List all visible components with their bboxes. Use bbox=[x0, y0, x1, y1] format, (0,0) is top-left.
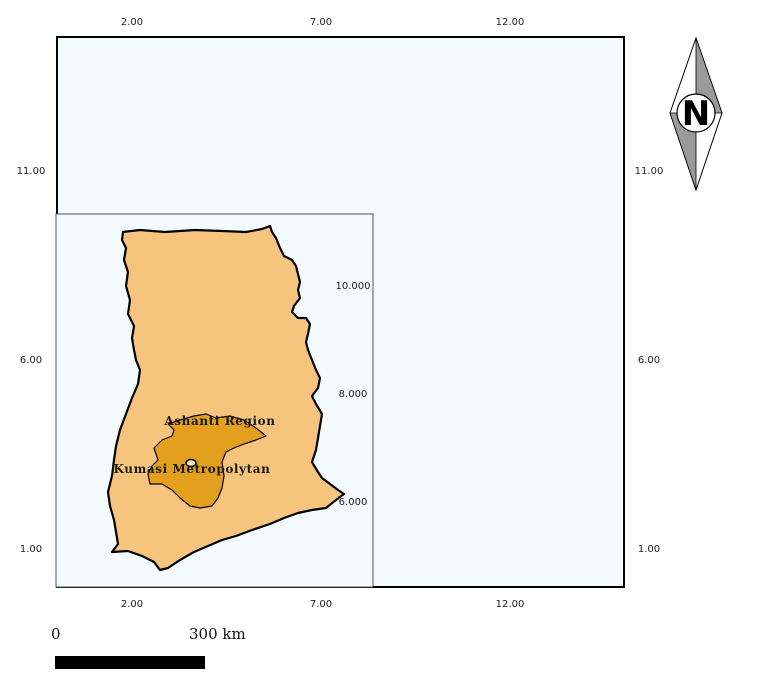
scale-bar-end-label: 300 km bbox=[189, 625, 246, 643]
north-arrow-icon: N bbox=[669, 36, 723, 192]
inset-y-tick: 10.000 bbox=[336, 281, 371, 292]
outer-x-tick-top: 2.00 bbox=[121, 17, 143, 28]
kumasi-metro-label: Kumasi Metropolytan bbox=[113, 462, 270, 476]
inset-y-tick: 6.000 bbox=[339, 497, 368, 508]
outer-y-tick-left: 11.00 bbox=[17, 166, 46, 177]
outer-x-tick-bottom: 12.00 bbox=[496, 599, 525, 610]
outer-y-tick-left: 6.00 bbox=[20, 355, 42, 366]
outer-x-tick-top: 12.00 bbox=[496, 17, 525, 28]
north-arrow-letter: N bbox=[682, 94, 710, 134]
outer-y-tick-right: 1.00 bbox=[638, 544, 660, 555]
outer-x-tick-bottom: 2.00 bbox=[121, 599, 143, 610]
inset-y-tick: 8.000 bbox=[339, 389, 368, 400]
outer-y-tick-left: 1.00 bbox=[20, 544, 42, 555]
scale-bar-start-label: 0 bbox=[51, 625, 61, 643]
outer-x-tick-bottom: 7.00 bbox=[310, 599, 332, 610]
scale-bar bbox=[55, 656, 205, 669]
outer-y-tick-right: 6.00 bbox=[638, 355, 660, 366]
kumasi-metro-shape bbox=[185, 458, 197, 468]
outer-x-tick-top: 7.00 bbox=[310, 17, 332, 28]
ashanti-region-label: Ashanti Region bbox=[163, 414, 275, 428]
outer-y-tick-right: 11.00 bbox=[635, 166, 664, 177]
ashanti-region-shape bbox=[147, 413, 267, 509]
